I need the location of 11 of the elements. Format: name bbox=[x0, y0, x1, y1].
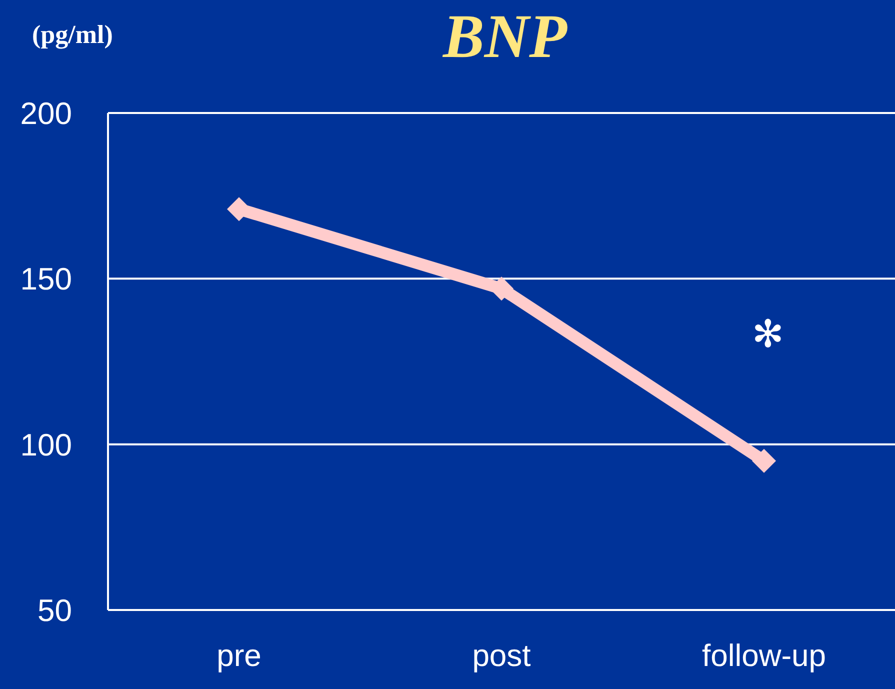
point bbox=[752, 448, 776, 473]
x-tick-label: follow-up bbox=[702, 638, 826, 674]
x-tick-label: post bbox=[472, 638, 532, 674]
y-tick-label: 150 bbox=[20, 262, 72, 297]
chart-title: BNP bbox=[443, 3, 567, 71]
y-axis-title: (pg/ml) bbox=[32, 20, 113, 50]
x-tick-label: pre bbox=[216, 638, 262, 674]
annotation: ✻ bbox=[752, 312, 784, 356]
y-tick-label: 100 bbox=[20, 427, 72, 462]
y-tick-label: 50 bbox=[38, 593, 72, 628]
y-tick-label: 200 bbox=[20, 96, 72, 132]
